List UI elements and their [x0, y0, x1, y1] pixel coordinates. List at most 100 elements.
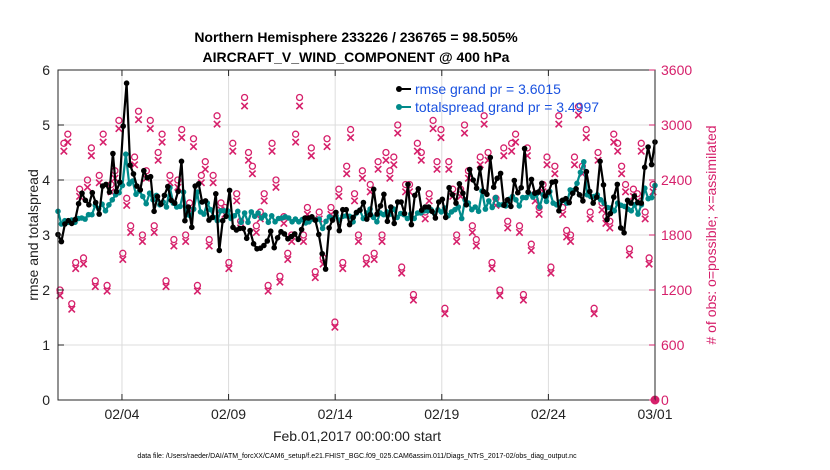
- obs-possible-marker: [119, 249, 127, 257]
- rmse-point: [326, 225, 332, 231]
- rmse-point: [329, 217, 336, 223]
- rmse-point: [487, 154, 494, 161]
- obs-possible-marker: [515, 222, 524, 230]
- obs-assimilated-marker: [413, 147, 422, 155]
- obs-assimilated-marker: [150, 228, 158, 237]
- rmse-point: [446, 184, 452, 191]
- rmse-point: [213, 191, 219, 197]
- obs-assimilated-marker: [543, 160, 551, 169]
- rmse-point: [370, 186, 377, 193]
- totalspread-point: [323, 218, 329, 225]
- rmse-point: [515, 189, 521, 196]
- rmse-point: [381, 191, 387, 198]
- obs-possible-marker: [68, 300, 76, 308]
- totalspread-point: [492, 194, 499, 201]
- rmse-point: [219, 217, 226, 224]
- rmse-point: [508, 203, 514, 210]
- obs-assimilated-marker: [433, 165, 441, 174]
- y-right-tick-label: 1800: [661, 227, 692, 243]
- y-axis-left-label: rmse and totalspread: [25, 169, 41, 301]
- rmse-point: [449, 192, 456, 198]
- rmse-point: [398, 199, 404, 205]
- obs-possible-marker: [150, 222, 158, 230]
- obs-possible-marker: [72, 258, 80, 267]
- rmse-point: [267, 228, 274, 234]
- obs-possible-marker: [225, 258, 233, 267]
- rmse-point: [484, 191, 490, 198]
- rmse-point: [364, 216, 370, 222]
- obs-assimilated-marker: [209, 179, 217, 187]
- rmse-point: [319, 250, 326, 257]
- obs-assimilated-marker: [409, 296, 418, 304]
- obs-possible-marker: [252, 222, 260, 230]
- obs-assimilated-marker: [358, 174, 367, 183]
- rmse-point: [587, 188, 593, 195]
- obs-possible-marker: [496, 286, 504, 294]
- obs-assimilated-marker: [606, 224, 614, 232]
- obs-assimilated-marker: [229, 147, 237, 155]
- rmse-point: [360, 199, 367, 206]
- rmse-point: [432, 215, 439, 221]
- obs-assimilated-marker: [378, 237, 386, 246]
- totalspread-point: [123, 151, 129, 157]
- obs-assimilated-marker: [181, 237, 190, 246]
- obs-possible-marker: [614, 139, 622, 147]
- rmse-point: [165, 183, 171, 190]
- legend-marker-spread: [396, 104, 402, 110]
- obs-possible-marker: [472, 235, 480, 244]
- obs-possible-marker: [134, 107, 143, 115]
- rmse-point: [117, 179, 123, 185]
- obs-assimilated-marker: [119, 255, 127, 264]
- obs-assimilated-marker: [586, 215, 594, 223]
- obs-possible-marker: [433, 158, 441, 166]
- totalspread-point: [235, 208, 241, 215]
- rmse-point: [75, 200, 82, 207]
- obs-possible-marker: [272, 176, 280, 184]
- obs-assimilated-marker: [83, 183, 92, 192]
- totalspread-point: [628, 208, 635, 214]
- axis-ticks: [58, 69, 656, 401]
- obs-possible-marker: [331, 318, 339, 326]
- rmse-point: [607, 210, 614, 217]
- obs-possible-marker: [394, 121, 402, 129]
- obs-assimilated-marker: [60, 147, 68, 155]
- obs-assimilated-marker: [574, 111, 583, 119]
- obs-assimilated-marker: [397, 269, 406, 277]
- rmse-point: [240, 225, 247, 232]
- totalspread-point: [458, 215, 465, 222]
- obs-possible-marker: [209, 171, 217, 180]
- totalspread-point: [482, 206, 489, 212]
- rmse-point: [442, 214, 449, 221]
- rmse-point: [597, 158, 603, 165]
- rmse-point: [539, 180, 545, 187]
- totalspread-point: [611, 208, 618, 214]
- obs-possible-marker: [323, 135, 331, 143]
- rmse-point: [631, 193, 638, 199]
- obs-possible-marker: [480, 112, 488, 120]
- totalspread-point: [245, 219, 251, 226]
- totalspread-point: [475, 208, 482, 215]
- y-left-tick-label: 6: [42, 62, 50, 78]
- obs-possible-marker: [543, 153, 551, 161]
- rmse-point: [216, 247, 223, 254]
- rmse-point: [316, 231, 322, 238]
- y-right-tick-label: 1200: [661, 282, 692, 298]
- obs-possible-marker: [123, 194, 131, 202]
- legend-text-spread: totalspread grand pr = 3.4997: [415, 99, 599, 115]
- obs-assimilated-marker: [547, 269, 555, 277]
- obs-assimilated-marker: [299, 237, 308, 246]
- x-tick-label: 02/19: [424, 406, 459, 422]
- obs-possible-marker: [346, 125, 355, 134]
- rmse-point: [357, 207, 363, 213]
- totalspread-point: [268, 213, 275, 219]
- obs-assimilated-marker: [213, 120, 221, 128]
- obs-possible-marker: [562, 226, 571, 235]
- rmse-point: [96, 211, 102, 217]
- rmse-point: [261, 242, 267, 249]
- rmse-point: [412, 192, 418, 199]
- rmse-point: [384, 218, 391, 225]
- rmse-point: [346, 221, 353, 228]
- rmse-point: [161, 192, 168, 199]
- rmse-point: [141, 167, 147, 174]
- obs-assimilated-marker: [590, 309, 598, 318]
